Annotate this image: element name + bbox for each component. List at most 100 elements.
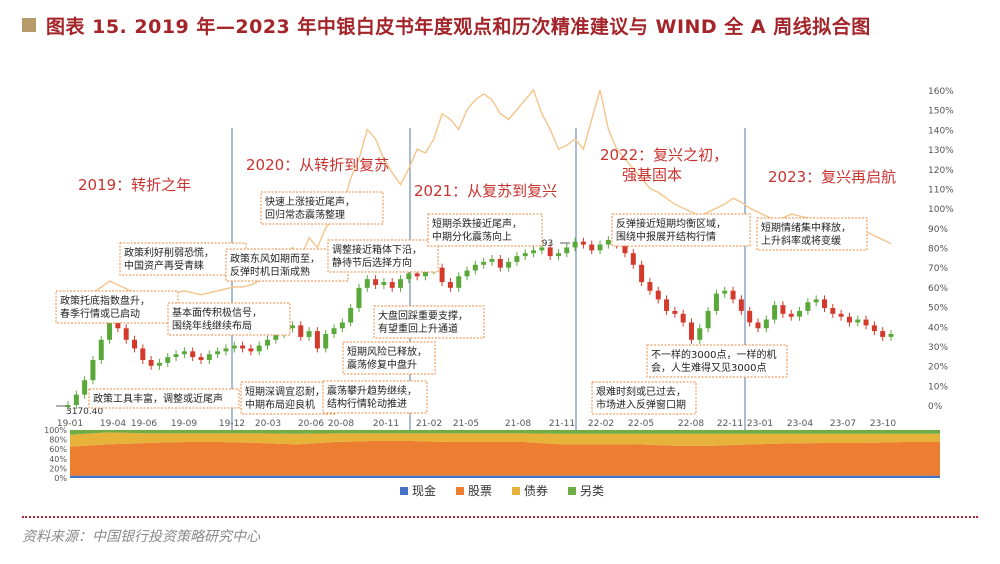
right-axis-tick-label: 110%: [928, 185, 954, 195]
annotation-text: 反弹时机日渐成熟: [230, 265, 310, 278]
era-label: 强基固本: [622, 166, 682, 184]
annotation-text: 短期深调宜忍耐，: [245, 385, 325, 398]
x-axis-tick-label: 20-06: [298, 419, 324, 429]
candle-body: [813, 299, 819, 303]
legend-item-cash: 现金: [400, 482, 436, 499]
candle-body: [780, 305, 786, 314]
annotation-text: 短期杀跌接近尾声，: [432, 217, 522, 230]
annotation-text: 政策工具丰富，调整或近尾声: [93, 392, 223, 405]
allocation-axis-tick-label: 0%: [54, 474, 67, 483]
candle-body: [888, 334, 894, 337]
x-axis-tick-label: 23-01: [747, 419, 773, 429]
candle-body: [107, 319, 113, 340]
allocation-axis-tick-label: 20%: [49, 464, 67, 473]
annotation-text: 快速上涨接近尾声，: [265, 195, 355, 208]
candle-body: [215, 351, 221, 355]
annotation-text: 不一样的3000点，一样的机: [651, 348, 776, 361]
candle-body: [82, 380, 88, 395]
annotation-box: [55, 290, 179, 324]
right-axis-tick-label: 140%: [928, 126, 954, 136]
annotation-text: 中国资产再受青睐: [124, 259, 204, 272]
right-axis-tick-label: 60%: [928, 284, 948, 294]
candle-body: [605, 240, 611, 245]
x-axis-tick-label: 23-10: [870, 419, 896, 429]
annotation-text: 上升斜率或将变缓: [761, 234, 841, 247]
candle-body: [772, 305, 778, 320]
era-label: 2019：转折之年: [78, 176, 191, 194]
x-axis-tick-label: 19-12: [219, 419, 245, 429]
annotation-text: 会，人生难得又见3000点: [651, 361, 766, 374]
x-axis-tick-label: 19-04: [100, 419, 126, 429]
candle-body: [148, 359, 154, 366]
candle-body: [597, 244, 603, 251]
candle-body: [181, 351, 187, 355]
legend-label-stock: 股票: [468, 484, 493, 498]
annotation-text: 艰难时刻或已过去，: [596, 385, 686, 398]
chart-canvas: 0% 10% 20% 30% 40% 50% 60% 70% 80% 90% 100% 110% 120…: [44, 87, 954, 483]
annotation-box: [756, 217, 868, 251]
x-axis-tick-label: 21-11: [549, 419, 575, 429]
annotation-text: 中期分化震荡向上: [432, 230, 512, 243]
allocation-axis-tick-label: 80%: [49, 436, 67, 445]
price-low-label: 3170.40: [66, 407, 103, 417]
x-axis-tick-label: 19-06: [131, 419, 157, 429]
annotation-box: [646, 344, 788, 378]
candle-body: [680, 313, 686, 323]
candle-body: [456, 276, 462, 288]
candle-body: [821, 299, 827, 309]
candle-body: [339, 322, 345, 329]
legend-swatch-other: [568, 486, 577, 495]
candle-body: [655, 290, 661, 300]
title-square-icon: [22, 18, 36, 32]
candle-body: [173, 354, 179, 358]
candle-body: [472, 264, 478, 271]
candle-body: [880, 331, 886, 337]
candle-body: [389, 282, 395, 288]
era-label: 2023：复兴再启航: [768, 168, 896, 186]
candle-body: [589, 244, 595, 251]
candle-body: [439, 267, 445, 283]
candle-body: [805, 302, 811, 311]
candle-body: [298, 325, 304, 337]
annotation-box: [88, 388, 240, 409]
legend-swatch-bond: [512, 486, 521, 495]
annotation-text: 震荡修复中盘升: [347, 358, 417, 371]
era-label: 2021：从复苏到复兴: [414, 182, 557, 200]
right-axis-tick-label: 80%: [928, 245, 948, 255]
annotation-box: [167, 302, 291, 336]
candle-body: [697, 328, 703, 340]
annotation-text: 政策东风如期而至，: [230, 252, 320, 265]
annotation-box: [260, 191, 384, 225]
candle-body: [140, 348, 146, 360]
annotation-box: [240, 381, 336, 415]
allocation-area-bond: [70, 432, 940, 447]
annotation-text: 基本面传积极信号，: [172, 306, 262, 319]
annotation-box: [611, 213, 751, 247]
legend-label-other: 另类: [580, 484, 605, 498]
candle-body: [555, 253, 561, 257]
candle-body: [514, 256, 520, 262]
candle-body: [755, 322, 761, 329]
candle-body: [422, 270, 428, 277]
candle-body: [497, 258, 503, 268]
candle-body: [65, 405, 71, 407]
candle-body: [414, 273, 420, 277]
candle-body: [871, 325, 877, 332]
allocation-axis-tick-label: 100%: [44, 426, 67, 435]
candle-body: [863, 319, 869, 326]
x-axis-tick-label: 19-01: [57, 419, 83, 429]
annotation-box: [119, 242, 247, 276]
candle-body: [797, 310, 803, 317]
legend-item-bond: 债券: [512, 482, 548, 499]
x-axis-tick-label: 20-11: [373, 419, 399, 429]
legend-label-cash: 现金: [412, 484, 437, 498]
candle-body: [447, 282, 453, 288]
footer-divider: [22, 516, 978, 518]
candle-body: [331, 328, 337, 335]
candle-body: [763, 319, 769, 329]
allocation-area-other: [70, 430, 940, 435]
candle-body: [398, 279, 404, 288]
annotation-box: [591, 381, 697, 415]
candle-body: [506, 261, 512, 268]
candle-body: [206, 354, 212, 360]
